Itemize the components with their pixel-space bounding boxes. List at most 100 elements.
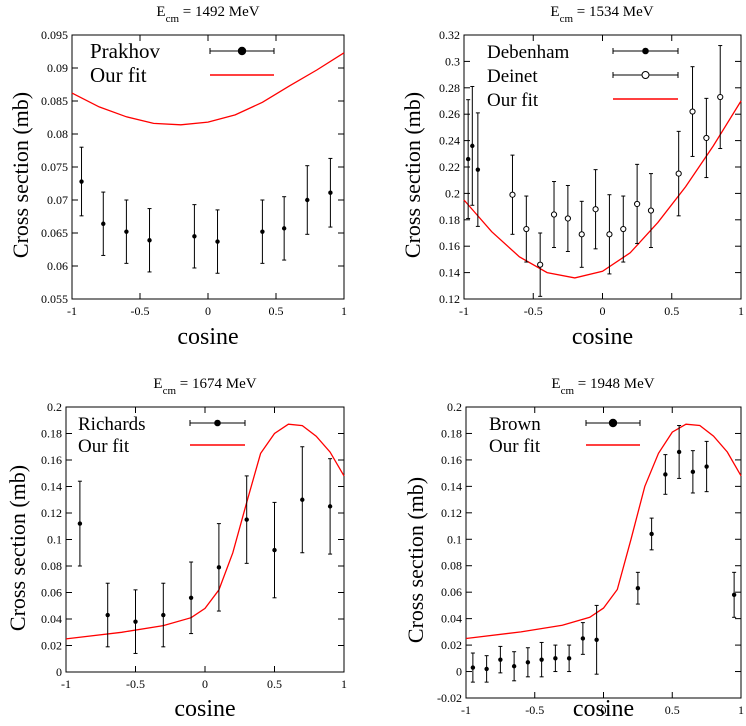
x-tick-label: 0 (600, 304, 606, 318)
filled-marker (704, 464, 709, 469)
filled-marker (79, 179, 84, 184)
data-point (580, 622, 586, 655)
y-tick-label: 0.32 (439, 28, 460, 42)
data-point (300, 446, 305, 554)
y-tick-label: 0.1 (447, 532, 462, 546)
y-tick-label: 0.065 (41, 226, 68, 240)
data-point (475, 112, 481, 227)
filled-marker (300, 497, 305, 502)
y-tick-label: 0.075 (41, 160, 68, 174)
x-tick-label: 0 (601, 703, 607, 717)
data-point (704, 440, 709, 493)
data-point (465, 99, 471, 219)
data-point (578, 200, 585, 268)
fit-curve (463, 100, 742, 279)
data-point (101, 191, 106, 256)
data-point (676, 425, 682, 479)
open-marker (647, 207, 655, 214)
chart-title: Ecm = 1492 MeV (156, 4, 259, 25)
data-point (470, 652, 476, 683)
y-tick-label: 0.085 (41, 94, 68, 108)
data-point (592, 169, 599, 250)
data-point (498, 645, 503, 674)
data-point (594, 604, 599, 675)
filled-marker (649, 531, 654, 537)
filled-marker (594, 637, 599, 642)
filled-marker (635, 586, 641, 591)
y-tick-label: 0.24 (439, 134, 460, 148)
filled-marker (539, 657, 544, 662)
data-point (703, 97, 710, 179)
legend-label: Our fit (489, 436, 541, 457)
x-tick-label: -0.5 (131, 304, 150, 318)
filled-marker (260, 229, 265, 234)
y-tick-label: 0.2 (447, 400, 462, 414)
open-marker (606, 231, 613, 238)
x-axis-label: cosine (174, 696, 235, 721)
data-point (244, 475, 249, 564)
y-tick-label: 0.16 (41, 453, 62, 467)
x-tick-label: 1 (738, 703, 744, 717)
data-point (566, 644, 572, 673)
y-tick-label: 0.04 (41, 612, 62, 626)
data-point (717, 45, 724, 150)
y-tick-label: 0.12 (441, 506, 462, 520)
y-tick-label: 0.08 (47, 127, 68, 141)
filled-marker (281, 226, 287, 231)
legend-label: Our fit (487, 90, 539, 111)
filled-marker (161, 612, 166, 618)
data-point (620, 195, 627, 263)
filled-marker (305, 197, 310, 203)
open-marker (717, 93, 724, 101)
data-point (147, 208, 152, 273)
legend-label: Prakhov (90, 39, 160, 63)
filled-marker (133, 619, 138, 624)
legend-filled-marker (214, 419, 221, 427)
y-tick-label: 0.06 (441, 585, 462, 599)
open-marker (634, 200, 641, 208)
chart-title: Ecm = 1674 MeV (153, 376, 256, 397)
x-tick-label: 0.5 (267, 677, 282, 691)
data-point (328, 157, 333, 228)
open-marker (564, 215, 571, 222)
legend: Debenham Deinet Our fit (487, 42, 679, 111)
y-tick-label: 0.2 (445, 186, 460, 200)
y-tick-label: 0.095 (41, 28, 68, 42)
legend-open-marker (641, 71, 650, 79)
data-point (305, 165, 310, 235)
x-axis-label: cosine (573, 696, 634, 721)
fit-curve (71, 52, 345, 126)
y-tick-label: 0.14 (41, 480, 62, 494)
data-point (537, 232, 544, 297)
y-tick-label: 0.14 (441, 479, 462, 493)
filled-marker (77, 521, 83, 526)
data-point (509, 154, 516, 235)
data-point (675, 130, 682, 217)
data-point (133, 589, 138, 654)
x-tick-label: -0.5 (525, 703, 544, 717)
y-axis-label: Cross section (mb) (8, 92, 33, 258)
filled-marker (328, 190, 333, 195)
y-tick-label: 0.26 (439, 107, 460, 121)
filled-marker (216, 565, 222, 570)
data-point (689, 66, 696, 157)
open-marker (550, 211, 558, 218)
filled-marker (470, 665, 476, 670)
y-tick-label: 0.055 (41, 292, 68, 306)
x-tick-label: -1 (61, 677, 71, 691)
x-tick-label: 1 (341, 677, 347, 691)
filled-marker (663, 472, 668, 477)
x-tick-label: -0.5 (126, 677, 145, 691)
y-tick-label: 0.02 (441, 638, 462, 652)
data-point (523, 195, 530, 263)
data-point (634, 163, 641, 245)
y-axis-label: Cross section (mb) (5, 465, 30, 631)
y-tick-label: 0.07 (47, 193, 68, 207)
x-tick-label: 1 (341, 304, 347, 318)
x-tick-label: -1 (461, 703, 471, 717)
filled-marker (553, 656, 558, 661)
filled-marker (188, 595, 194, 600)
y-tick-label: 0.04 (441, 612, 462, 626)
